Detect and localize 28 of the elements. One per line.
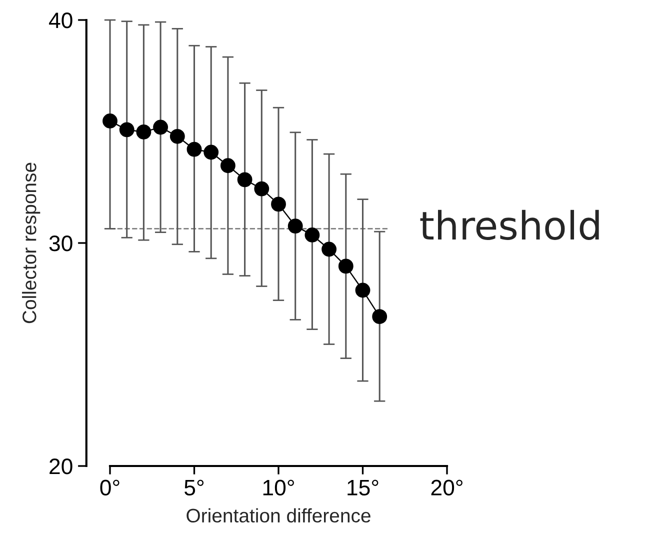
point	[355, 282, 370, 298]
y-tick-label: 30	[49, 236, 72, 252]
point	[170, 128, 185, 144]
point	[288, 218, 303, 234]
point	[237, 172, 252, 188]
x-tick-label: 0°	[100, 480, 120, 496]
point	[322, 242, 337, 257]
y-axis-title: Collector response	[22, 162, 40, 324]
point	[271, 196, 286, 212]
x-tick-label: 20°	[431, 480, 462, 496]
point	[186, 142, 202, 157]
point	[153, 120, 168, 135]
point	[119, 122, 134, 138]
x-tick-label: 5°	[184, 480, 204, 496]
x-tick-label: 15°	[348, 480, 378, 496]
point	[338, 258, 354, 274]
y-tick-label: 20	[50, 458, 72, 474]
y-tick-label: 40	[48, 12, 72, 28]
x-tick-label: 10°	[263, 480, 294, 496]
point	[372, 309, 388, 324]
point	[136, 124, 152, 140]
point	[204, 144, 219, 160]
point	[254, 181, 270, 196]
point	[304, 228, 320, 242]
ref-line-label: threshold	[420, 210, 599, 240]
point	[102, 114, 118, 128]
x-axis-title: Orientation difference	[186, 508, 370, 523]
point	[220, 158, 236, 174]
